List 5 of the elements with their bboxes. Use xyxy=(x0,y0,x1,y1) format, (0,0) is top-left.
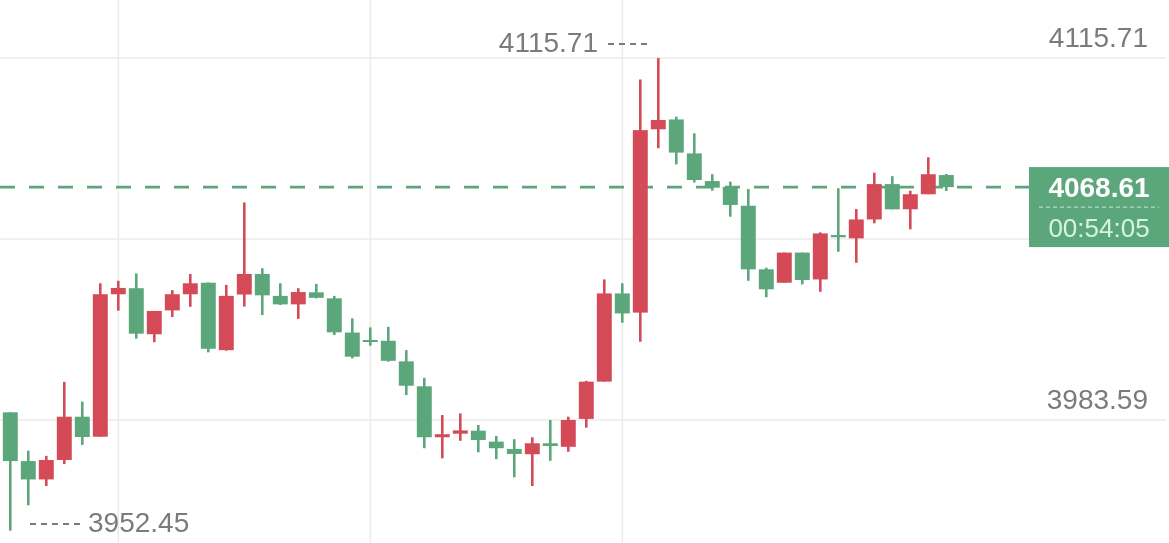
annotation: 3952.45 xyxy=(88,507,190,538)
annotation: 4115.71 xyxy=(498,27,598,58)
y-tick-label: 3983.59 xyxy=(1046,384,1148,416)
text: 00:54:05 xyxy=(1048,213,1150,244)
ref-line-label: 4068.61 xyxy=(1048,172,1150,204)
